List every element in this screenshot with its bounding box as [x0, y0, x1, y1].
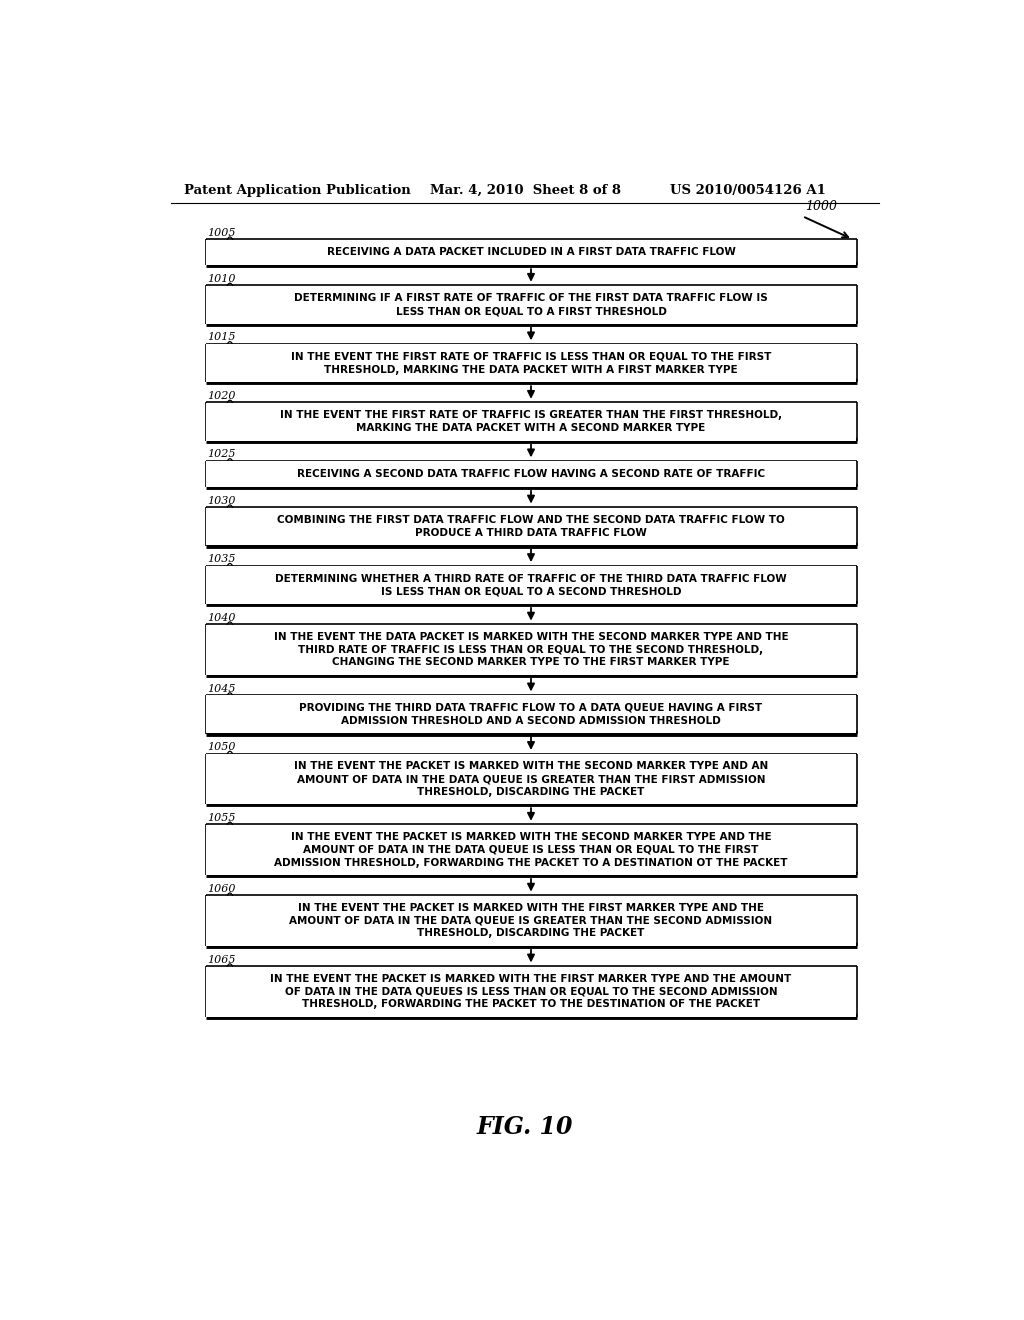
Text: 1060: 1060 — [207, 884, 236, 894]
Text: IN THE EVENT THE PACKET IS MARKED WITH THE FIRST MARKER TYPE AND THE AMOUNT
OF D: IN THE EVENT THE PACKET IS MARKED WITH T… — [270, 974, 792, 1010]
Polygon shape — [206, 462, 856, 487]
Polygon shape — [206, 403, 856, 441]
Text: 1055: 1055 — [207, 813, 236, 822]
Text: Patent Application Publication: Patent Application Publication — [183, 185, 411, 197]
Text: 1015: 1015 — [207, 333, 236, 342]
Polygon shape — [206, 825, 856, 875]
Text: 1035: 1035 — [207, 554, 236, 564]
Text: COMBINING THE FIRST DATA TRAFFIC FLOW AND THE SECOND DATA TRAFFIC FLOW TO
PRODUC: COMBINING THE FIRST DATA TRAFFIC FLOW AN… — [278, 515, 784, 537]
Text: IN THE EVENT THE PACKET IS MARKED WITH THE SECOND MARKER TYPE AND AN
AMOUNT OF D: IN THE EVENT THE PACKET IS MARKED WITH T… — [294, 762, 768, 797]
Text: DETERMINING IF A FIRST RATE OF TRAFFIC OF THE FIRST DATA TRAFFIC FLOW IS
LESS TH: DETERMINING IF A FIRST RATE OF TRAFFIC O… — [294, 293, 768, 315]
Text: 1005: 1005 — [207, 228, 236, 238]
Text: FIG. 10: FIG. 10 — [476, 1115, 573, 1139]
Polygon shape — [206, 240, 856, 265]
Text: RECEIVING A SECOND DATA TRAFFIC FLOW HAVING A SECOND RATE OF TRAFFIC: RECEIVING A SECOND DATA TRAFFIC FLOW HAV… — [297, 469, 765, 479]
Polygon shape — [206, 896, 856, 945]
Text: 1050: 1050 — [207, 742, 236, 752]
Text: RECEIVING A DATA PACKET INCLUDED IN A FIRST DATA TRAFFIC FLOW: RECEIVING A DATA PACKET INCLUDED IN A FI… — [327, 247, 735, 257]
Text: 1065: 1065 — [207, 954, 236, 965]
Text: IN THE EVENT THE FIRST RATE OF TRAFFIC IS GREATER THAN THE FIRST THRESHOLD,
MARK: IN THE EVENT THE FIRST RATE OF TRAFFIC I… — [280, 411, 782, 433]
Text: DETERMINING WHETHER A THIRD RATE OF TRAFFIC OF THE THIRD DATA TRAFFIC FLOW
IS LE: DETERMINING WHETHER A THIRD RATE OF TRAF… — [275, 574, 786, 597]
Polygon shape — [206, 966, 856, 1016]
Text: 1025: 1025 — [207, 450, 236, 459]
Polygon shape — [206, 696, 856, 733]
Polygon shape — [206, 508, 856, 545]
Text: IN THE EVENT THE PACKET IS MARKED WITH THE FIRST MARKER TYPE AND THE
AMOUNT OF D: IN THE EVENT THE PACKET IS MARKED WITH T… — [290, 903, 772, 939]
Text: 1045: 1045 — [207, 684, 236, 693]
Polygon shape — [206, 624, 856, 675]
Polygon shape — [206, 754, 856, 804]
Polygon shape — [206, 566, 856, 603]
Text: 1000: 1000 — [805, 201, 838, 213]
Text: IN THE EVENT THE FIRST RATE OF TRAFFIC IS LESS THAN OR EQUAL TO THE FIRST
THRESH: IN THE EVENT THE FIRST RATE OF TRAFFIC I… — [291, 352, 771, 375]
Text: US 2010/0054126 A1: US 2010/0054126 A1 — [671, 185, 826, 197]
Text: 1040: 1040 — [207, 612, 236, 623]
Polygon shape — [206, 345, 856, 381]
Text: IN THE EVENT THE DATA PACKET IS MARKED WITH THE SECOND MARKER TYPE AND THE
THIRD: IN THE EVENT THE DATA PACKET IS MARKED W… — [273, 632, 788, 668]
Text: 1030: 1030 — [207, 496, 236, 506]
Text: IN THE EVENT THE PACKET IS MARKED WITH THE SECOND MARKER TYPE AND THE
AMOUNT OF : IN THE EVENT THE PACKET IS MARKED WITH T… — [274, 832, 787, 867]
Text: PROVIDING THE THIRD DATA TRAFFIC FLOW TO A DATA QUEUE HAVING A FIRST
ADMISSION T: PROVIDING THE THIRD DATA TRAFFIC FLOW TO… — [299, 704, 763, 726]
Text: Mar. 4, 2010  Sheet 8 of 8: Mar. 4, 2010 Sheet 8 of 8 — [430, 185, 622, 197]
Text: 1010: 1010 — [207, 275, 236, 284]
Polygon shape — [206, 286, 856, 323]
Text: 1020: 1020 — [207, 391, 236, 401]
